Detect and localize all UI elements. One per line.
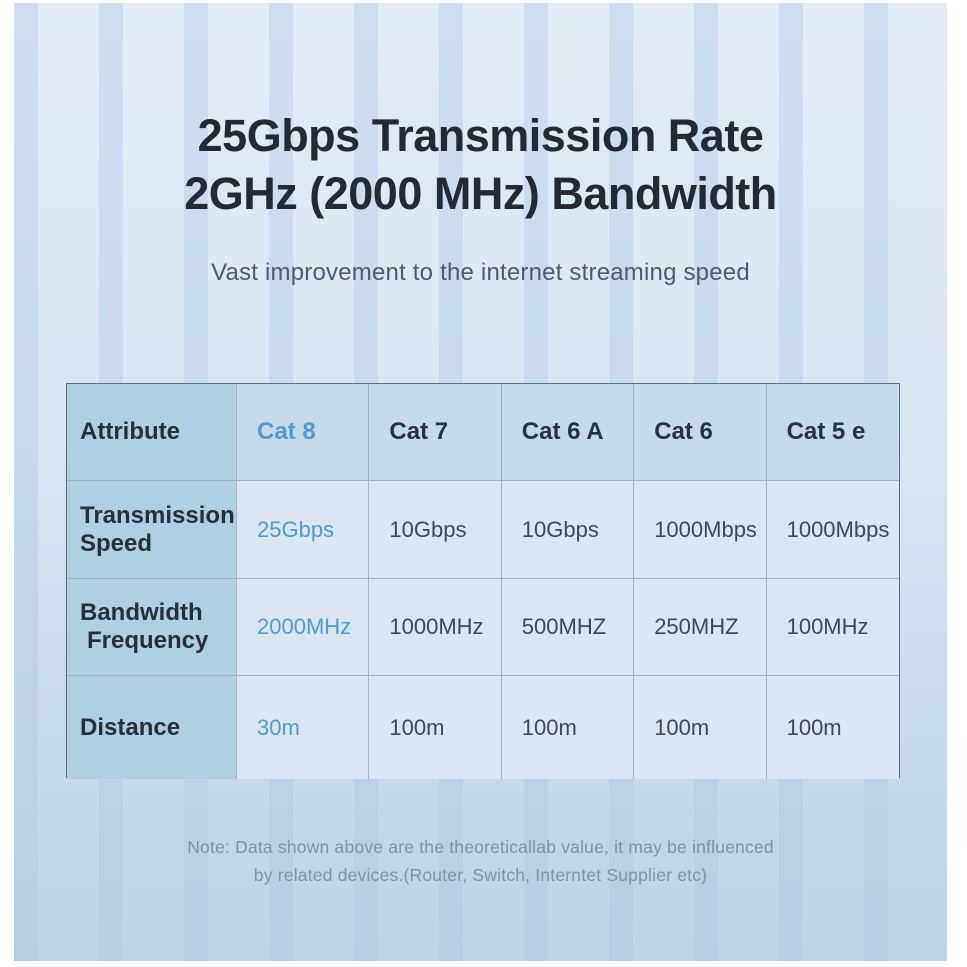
footnote-line-2: by related devices.(Router, Switch, Inte… [253,865,708,885]
row-label-bandwidth-frequency: Bandwidth Frequency [67,579,237,676]
cell-value: 10Gbps [389,516,467,542]
cell-value: 100m [521,714,577,740]
cell-value: 250MHZ [654,614,739,639]
cell-value: 1000Mbps [654,516,757,542]
header-label: Cat 8 [257,418,316,445]
header-cell-cat7: Cat 7 [369,384,502,481]
cell-bandwidth-cat5e: 100MHz [766,579,899,676]
cell-distance-cat6a: 100m [501,676,635,779]
title-line-1: 25Gbps Transmission Rate [197,110,764,161]
header-cell-cat6a: Cat 6 A [501,384,635,481]
cell-distance-cat8: 30m [237,676,370,779]
cell-value: 100m [389,714,445,740]
cell-value: 100m [786,714,842,740]
cell-distance-cat6: 100m [634,676,767,779]
header-cell-cat6: Cat 6 [634,384,767,481]
row-label-transmission-speed: Transmission Speed [67,481,237,579]
title-line-2: 2GHz (2000 MHz) Bandwidth [184,168,777,219]
cell-value: 30m [257,714,300,740]
row-label-line-1: Transmission [80,501,235,529]
page-subtitle: Vast improvement to the internet streami… [211,259,750,286]
header-label: Cat 6 A [521,418,604,445]
row-label-line-2: Speed [80,529,153,557]
row-label-distance: Distance [67,676,237,779]
cell-bandwidth-cat6a: 500MHZ [501,579,635,676]
header-label: Cat 7 [389,418,449,445]
header-label: Cat 6 [654,418,713,445]
header-cell-cat5e: Cat 5 e [766,384,899,481]
cell-speed-cat5e: 1000Mbps [766,481,899,579]
cell-speed-cat6: 1000Mbps [634,481,767,579]
cell-value: 10Gbps [521,516,599,542]
cable-comparison-table: Attribute Cat 8 Cat 7 Cat 6 A Cat 6 Cat … [66,383,900,779]
cell-value: 500MHZ [521,614,607,639]
cell-bandwidth-cat8: 2000MHz [237,579,370,676]
cell-speed-cat7: 10Gbps [369,481,502,579]
cell-value: 100m [654,714,710,740]
footnote-line-1: Note: Data shown above are the theoretic… [187,837,774,857]
cell-value: 1000MHz [389,614,484,639]
row-label-line-2: Frequency [87,627,209,654]
row-label-line-1: Bandwidth [80,599,203,626]
cell-speed-cat6a: 10Gbps [501,481,635,579]
footnote: Note: Data shown above are the theoretic… [14,833,947,889]
cell-bandwidth-cat7: 1000MHz [369,579,502,676]
cell-bandwidth-cat6: 250MHZ [634,579,767,676]
cell-value: 100MHz [786,614,869,639]
cell-distance-cat5e: 100m [766,676,899,779]
cell-value: 2000MHz [257,614,352,639]
striped-background-panel: 25Gbps Transmission Rate 2GHz (2000 MHz)… [14,3,947,961]
cell-value: 25Gbps [257,516,335,542]
row-label-line-1: Distance [80,713,181,741]
header-cell-attribute: Attribute [67,384,237,481]
header-cell-cat8: Cat 8 [237,384,370,481]
cell-speed-cat8: 25Gbps [237,481,370,579]
header-label: Attribute [80,418,180,445]
cell-value: 1000Mbps [786,516,890,542]
cell-distance-cat7: 100m [369,676,502,779]
page-title: 25Gbps Transmission Rate 2GHz (2000 MHz)… [14,107,947,223]
header-label: Cat 5 e [786,418,866,445]
